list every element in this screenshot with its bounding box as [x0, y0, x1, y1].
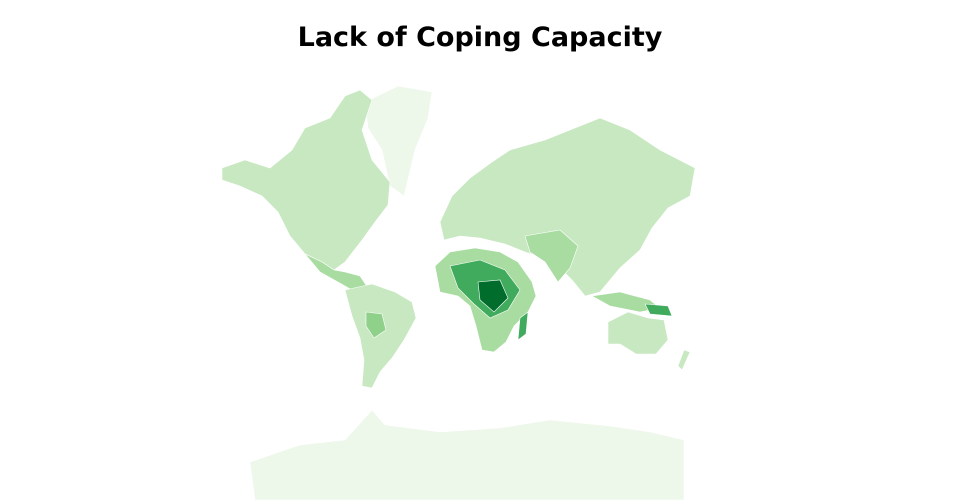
- eurasia: [439, 117, 696, 297]
- madagascar: [517, 311, 529, 341]
- north-america: [221, 89, 391, 271]
- antarctica: [249, 409, 685, 500]
- australia: [607, 311, 669, 355]
- map-title: Lack of Coping Capacity: [298, 22, 663, 53]
- world-map: [221, 85, 696, 500]
- central-america: [304, 253, 369, 291]
- new-zealand: [677, 349, 691, 371]
- south-asia: [524, 229, 579, 283]
- greenland: [364, 85, 433, 197]
- new-guinea: [644, 303, 673, 317]
- south-america: [344, 283, 417, 389]
- core-africa: [477, 279, 509, 313]
- south-america-inner: [365, 311, 387, 339]
